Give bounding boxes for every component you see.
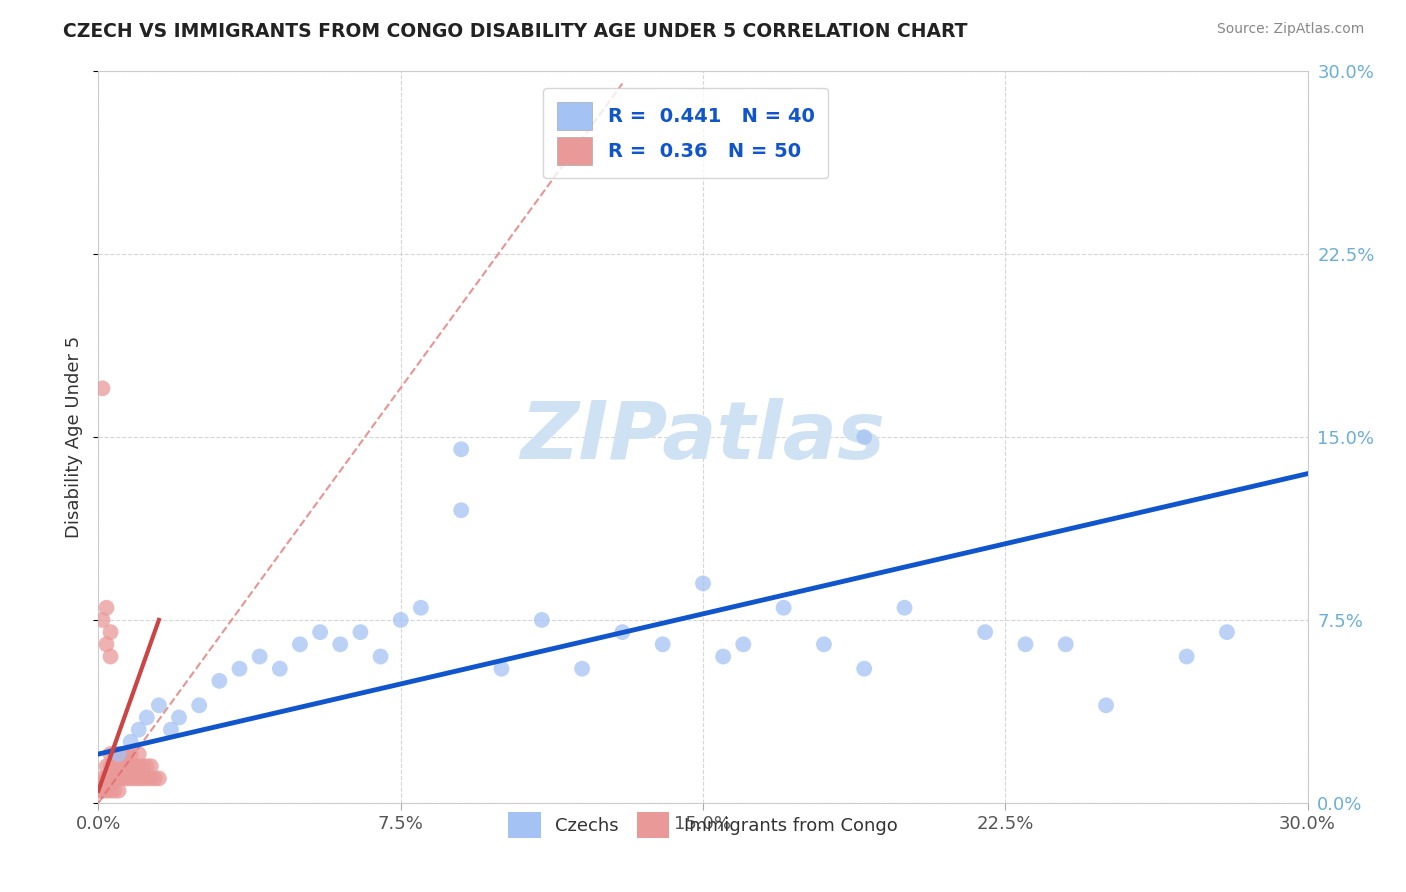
Point bbox=[100, 625, 122, 640]
Point bbox=[1054, 637, 1077, 651]
Point bbox=[100, 649, 122, 664]
Point bbox=[370, 649, 392, 664]
Point bbox=[491, 662, 513, 676]
Point bbox=[1216, 625, 1239, 640]
Point bbox=[103, 783, 125, 797]
Point bbox=[135, 710, 157, 724]
Point bbox=[139, 759, 162, 773]
Point bbox=[120, 759, 142, 773]
Point bbox=[148, 772, 170, 786]
Point bbox=[853, 662, 876, 676]
Point bbox=[96, 783, 118, 797]
Point bbox=[100, 783, 122, 797]
Point bbox=[120, 735, 142, 749]
Point bbox=[124, 772, 146, 786]
Text: CZECH VS IMMIGRANTS FROM CONGO DISABILITY AGE UNDER 5 CORRELATION CHART: CZECH VS IMMIGRANTS FROM CONGO DISABILIT… bbox=[63, 22, 967, 41]
Point bbox=[309, 625, 332, 640]
Point bbox=[107, 747, 129, 761]
Point bbox=[733, 637, 755, 651]
Point bbox=[288, 637, 311, 651]
Point bbox=[208, 673, 231, 688]
Point bbox=[167, 710, 190, 724]
Point bbox=[91, 381, 114, 395]
Point bbox=[100, 772, 122, 786]
Point bbox=[115, 747, 138, 761]
Point bbox=[228, 662, 250, 676]
Point bbox=[89, 783, 111, 797]
Point bbox=[103, 772, 125, 786]
Point bbox=[530, 613, 553, 627]
Point bbox=[120, 772, 142, 786]
Point bbox=[107, 783, 129, 797]
Point bbox=[132, 759, 155, 773]
Point bbox=[853, 430, 876, 444]
Point bbox=[409, 600, 432, 615]
Point bbox=[974, 625, 997, 640]
Point bbox=[1095, 698, 1118, 713]
Point bbox=[148, 698, 170, 713]
Point bbox=[124, 759, 146, 773]
Point bbox=[188, 698, 211, 713]
Point bbox=[96, 759, 118, 773]
Point bbox=[96, 637, 118, 651]
Point bbox=[1014, 637, 1036, 651]
Point bbox=[128, 772, 150, 786]
Point bbox=[111, 747, 134, 761]
Point bbox=[96, 772, 118, 786]
Point bbox=[389, 613, 412, 627]
Point bbox=[139, 772, 162, 786]
Text: Source: ZipAtlas.com: Source: ZipAtlas.com bbox=[1216, 22, 1364, 37]
Point bbox=[120, 747, 142, 761]
Point bbox=[813, 637, 835, 651]
Point bbox=[450, 442, 472, 457]
Point bbox=[1175, 649, 1198, 664]
Point bbox=[612, 625, 634, 640]
Point bbox=[692, 576, 714, 591]
Point bbox=[329, 637, 352, 651]
Point bbox=[450, 503, 472, 517]
Point bbox=[115, 759, 138, 773]
Point bbox=[100, 776, 122, 790]
Point bbox=[91, 783, 114, 797]
Point bbox=[103, 747, 125, 761]
Point bbox=[135, 772, 157, 786]
Point bbox=[96, 600, 118, 615]
Point bbox=[132, 772, 155, 786]
Point bbox=[893, 600, 915, 615]
Point bbox=[249, 649, 271, 664]
Text: ZIPatlas: ZIPatlas bbox=[520, 398, 886, 476]
Point bbox=[100, 747, 122, 761]
Point bbox=[135, 759, 157, 773]
Point bbox=[128, 723, 150, 737]
Point bbox=[111, 759, 134, 773]
Point bbox=[651, 637, 673, 651]
Point bbox=[160, 723, 183, 737]
Point bbox=[103, 759, 125, 773]
Point bbox=[571, 662, 593, 676]
Point bbox=[269, 662, 291, 676]
Point bbox=[91, 776, 114, 790]
Point bbox=[100, 759, 122, 773]
Point bbox=[772, 600, 794, 615]
Point bbox=[128, 747, 150, 761]
Point bbox=[711, 649, 734, 664]
Point bbox=[143, 772, 166, 786]
Point bbox=[91, 772, 114, 786]
Point bbox=[111, 772, 134, 786]
Legend: Czechs, Immigrants from Congo: Czechs, Immigrants from Congo bbox=[501, 805, 905, 845]
Point bbox=[107, 747, 129, 761]
Point bbox=[349, 625, 371, 640]
Point bbox=[91, 783, 114, 797]
Y-axis label: Disability Age Under 5: Disability Age Under 5 bbox=[65, 336, 83, 538]
Point bbox=[128, 759, 150, 773]
Point bbox=[115, 772, 138, 786]
Point bbox=[107, 759, 129, 773]
Point bbox=[96, 776, 118, 790]
Point bbox=[91, 613, 114, 627]
Point bbox=[107, 772, 129, 786]
